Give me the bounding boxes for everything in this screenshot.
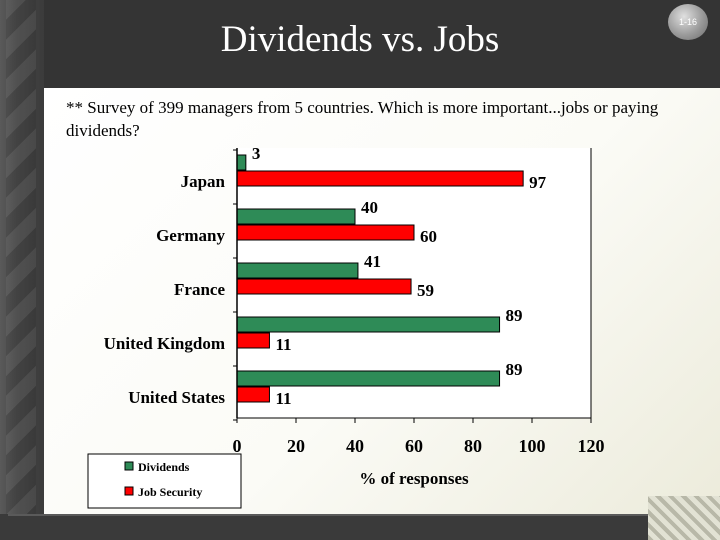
category-label: Germany: [156, 226, 225, 245]
data-label: 11: [275, 335, 291, 354]
page-number-badge: 1-16: [668, 4, 708, 40]
data-label: 59: [417, 281, 434, 300]
x-tick-label: 20: [287, 436, 305, 456]
bar-japan-job-security: [236, 170, 524, 187]
bar-united-states-dividends: [236, 370, 501, 387]
data-label: 89: [506, 306, 523, 325]
data-label: 3: [252, 144, 261, 163]
bottom-line: [8, 514, 648, 516]
survey-question: ** Survey of 399 managers from 5 countri…: [66, 98, 659, 140]
x-tick-label: 40: [346, 436, 364, 456]
data-label: 40: [361, 198, 378, 217]
corner-decoration: [648, 496, 720, 540]
data-label: 89: [506, 360, 523, 379]
legend-entry: Job Security: [138, 485, 202, 499]
bar-japan-dividends: [236, 154, 247, 171]
legend-swatch: [124, 461, 134, 471]
bar-germany-job-security: [236, 224, 415, 241]
data-label: 60: [420, 227, 437, 246]
x-tick-label: 60: [405, 436, 423, 456]
x-tick-label: 80: [464, 436, 482, 456]
legend-entry: Dividends: [138, 460, 190, 474]
category-label: France: [174, 280, 225, 299]
legend-swatch: [124, 486, 134, 496]
x-axis-title: % of responses: [359, 469, 469, 488]
x-tick-label: 100: [519, 436, 546, 456]
bar-united-states-job-security: [236, 386, 270, 403]
bar-france-dividends: [236, 262, 359, 279]
data-label: 97: [529, 173, 547, 192]
bar-germany-dividends: [236, 208, 356, 225]
x-tick-label: 0: [233, 436, 242, 456]
bar-france-job-security: [236, 278, 412, 295]
data-label: 41: [364, 252, 381, 271]
title-bar: [44, 0, 720, 88]
bar-united-kingdom-dividends: [236, 316, 501, 333]
category-label: United States: [128, 388, 225, 407]
sidebar-decoration: [0, 0, 44, 540]
chart-layer: 3 97 Japan 40 60 Germany 41 59 France 89 11 United …: [87, 144, 605, 509]
x-tick-label: 120: [578, 436, 605, 456]
legend-box: [87, 453, 242, 509]
bottom-bar: [0, 514, 720, 540]
category-label: United Kingdom: [104, 334, 225, 353]
data-label: 11: [275, 389, 291, 408]
category-label: Japan: [181, 172, 226, 191]
sidebar-stripe: [6, 0, 36, 540]
bar-united-kingdom-job-security: [236, 332, 270, 349]
slide-title: Dividends vs. Jobs: [220, 19, 500, 60]
